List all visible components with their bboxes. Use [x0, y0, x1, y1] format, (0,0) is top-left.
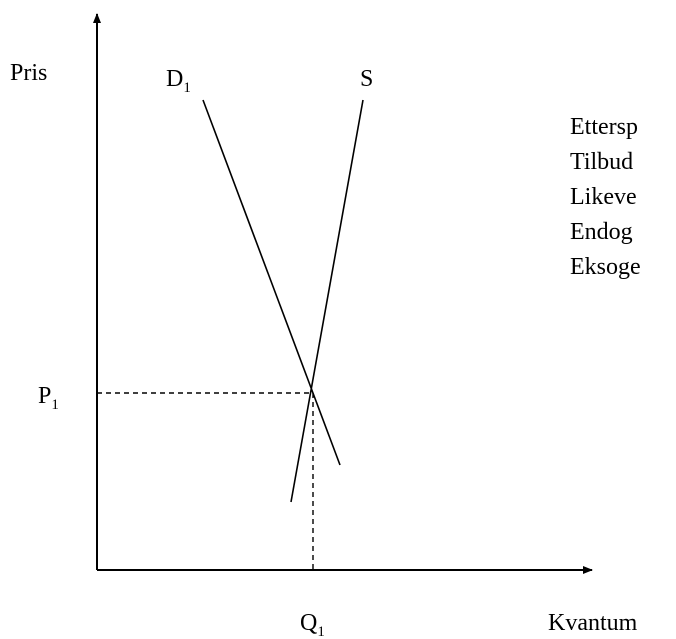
y-axis-label: Pris	[10, 60, 47, 86]
term: Endog	[570, 219, 633, 245]
demand-sub: 1	[183, 80, 191, 96]
price-letter: P	[38, 383, 51, 409]
x-axis-label: Kvantum	[548, 610, 638, 636]
demand-label: D1	[166, 66, 191, 96]
term: Eksoge	[570, 254, 641, 280]
supply-curve	[290, 99, 364, 503]
term: Tilbud	[570, 149, 633, 175]
price-label: P1	[38, 383, 59, 413]
term-list: Ettersp Tilbud Likeve Endog Eksoge	[570, 114, 641, 280]
demand-curve	[202, 99, 341, 466]
supply-label: S	[360, 66, 373, 92]
quantity-sub: 1	[317, 624, 325, 639]
quantity-label: Q1	[300, 610, 325, 639]
term: Likeve	[570, 184, 637, 210]
term: Ettersp	[570, 114, 638, 140]
demand-letter: D	[166, 66, 183, 92]
quantity-letter: Q	[300, 610, 317, 636]
price-sub: 1	[51, 397, 59, 413]
